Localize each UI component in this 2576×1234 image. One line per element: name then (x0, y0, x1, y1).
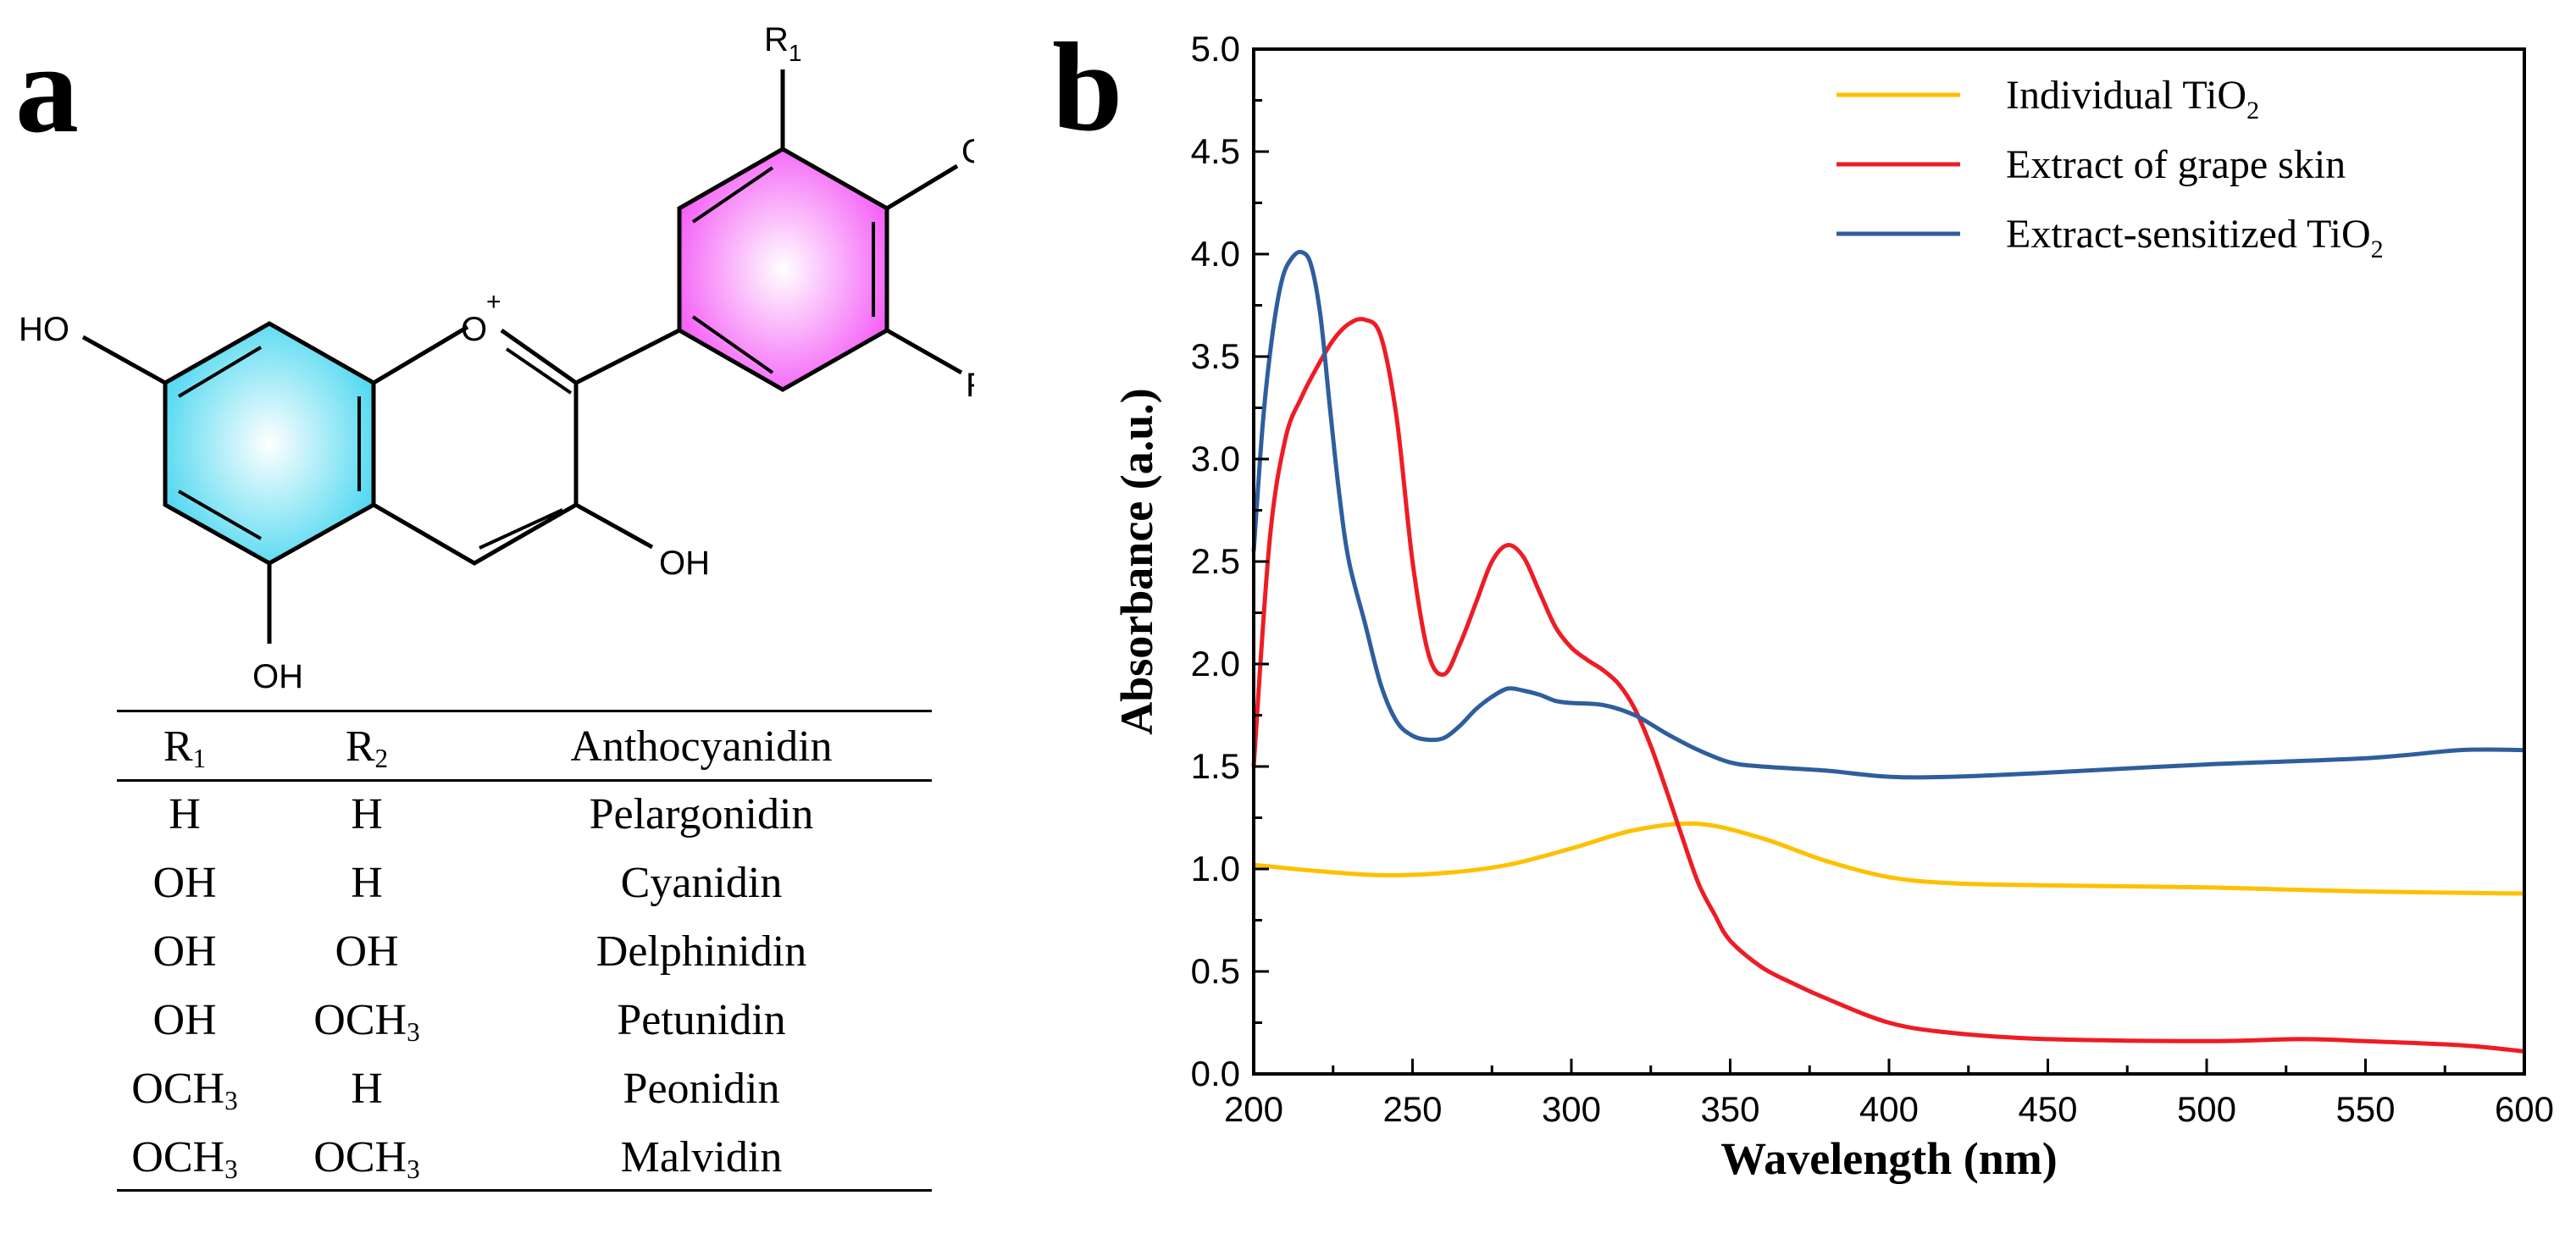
panel-b: b 200 250 300 350 400 450 500 550 600 0.0 0.5 1.0 1.… (974, 0, 2576, 1234)
header-r2: R2 (345, 722, 389, 773)
y-tick-label: 3.0 (1191, 439, 1240, 479)
y-tick-label: 1.0 (1191, 849, 1240, 888)
table-row: OH H Cyanidin (152, 859, 783, 907)
table-row: OCH3 H Peonidin (131, 1065, 780, 1115)
table-header-row: R1 R2 Anthocyanidin (117, 713, 932, 781)
x-tick-label: 600 (2495, 1089, 2554, 1129)
x-tick-label: 500 (2177, 1089, 2236, 1129)
oxonium-o-label: O (461, 311, 487, 348)
x-tick-label: 400 (1859, 1089, 1919, 1129)
x-tick-label: 450 (2018, 1089, 2077, 1129)
panel-b-letter: b (1052, 17, 1123, 158)
r1-label: R1 (764, 21, 801, 66)
y-tick-label: 0.5 (1191, 951, 1240, 991)
legend-label-individual-tio2: Individual TiO2 (2006, 73, 2259, 125)
table-top-rule (117, 710, 932, 712)
r2-label: R2 (966, 367, 974, 412)
ring-b (677, 147, 889, 392)
oh-label-top-right: OH (961, 133, 974, 170)
table-header-rule (117, 779, 932, 782)
legend: Individual TiO2 Extract of grape skin Ex… (1836, 73, 2384, 263)
series-line-sensitized-tio2 (1251, 249, 2525, 780)
header-r1: R1 (163, 722, 207, 773)
table-bottom-rule (117, 1189, 932, 1192)
y-tick-label: 1.5 (1191, 746, 1240, 786)
plot-frame (1252, 47, 2526, 1076)
panel-a-letter: a (15, 19, 79, 159)
panel-a: a (0, 0, 974, 1234)
table-row: OCH3 OCH3 Malvidin (131, 1133, 783, 1184)
table-row: OH OCH3 Petunidin (152, 996, 786, 1047)
plus-charge-label: + (486, 288, 501, 316)
ring-a (163, 321, 376, 566)
y-tick-label: 0.0 (1191, 1054, 1240, 1093)
series-line-individual-tio2 (1253, 821, 2525, 896)
y-tick-label: 3.5 (1191, 336, 1240, 376)
x-tick-label: 300 (1542, 1089, 1601, 1129)
y-tick-label: 4.0 (1191, 234, 1240, 274)
y-tick-label: 4.5 (1191, 131, 1240, 171)
table-row: OH OH Delphinidin (152, 927, 807, 976)
y-axis-title: Absorbance (a.u.) (1111, 388, 1162, 735)
header-anthocyanidin: Anthocyanidin (570, 722, 833, 771)
x-tick-label: 200 (1224, 1089, 1283, 1129)
y-tick-label: 2.5 (1191, 541, 1240, 581)
legend-label-grape-extract: Extract of grape skin (2006, 142, 2346, 187)
oh-label-bottom: OH (252, 658, 303, 695)
absorbance-chart: 200 250 300 350 400 450 500 550 600 0.0 0.5 1.0 1.5 2… (1111, 29, 2554, 1184)
oh-label-bottom-right: OH (659, 545, 710, 582)
y-tick-label: 2.0 (1191, 644, 1240, 683)
x-tick-label: 350 (1700, 1089, 1759, 1129)
ho-label-left: HO (19, 311, 69, 348)
table-row: H H Pelargonidin (169, 790, 814, 838)
series-line-grape-extract (1251, 317, 2525, 1054)
x-axis-title: Wavelength (nm) (1720, 1133, 2058, 1184)
anthocyanidin-structure: R1 OH HO O + R2 OH OH (19, 21, 974, 695)
legend-label-sensitized-tio2: Extract-sensitized TiO2 (2006, 212, 2384, 263)
x-tick-label: 250 (1382, 1089, 1442, 1129)
y-tick-label: 5.0 (1191, 29, 1240, 69)
x-tick-label: 550 (2335, 1089, 2395, 1129)
